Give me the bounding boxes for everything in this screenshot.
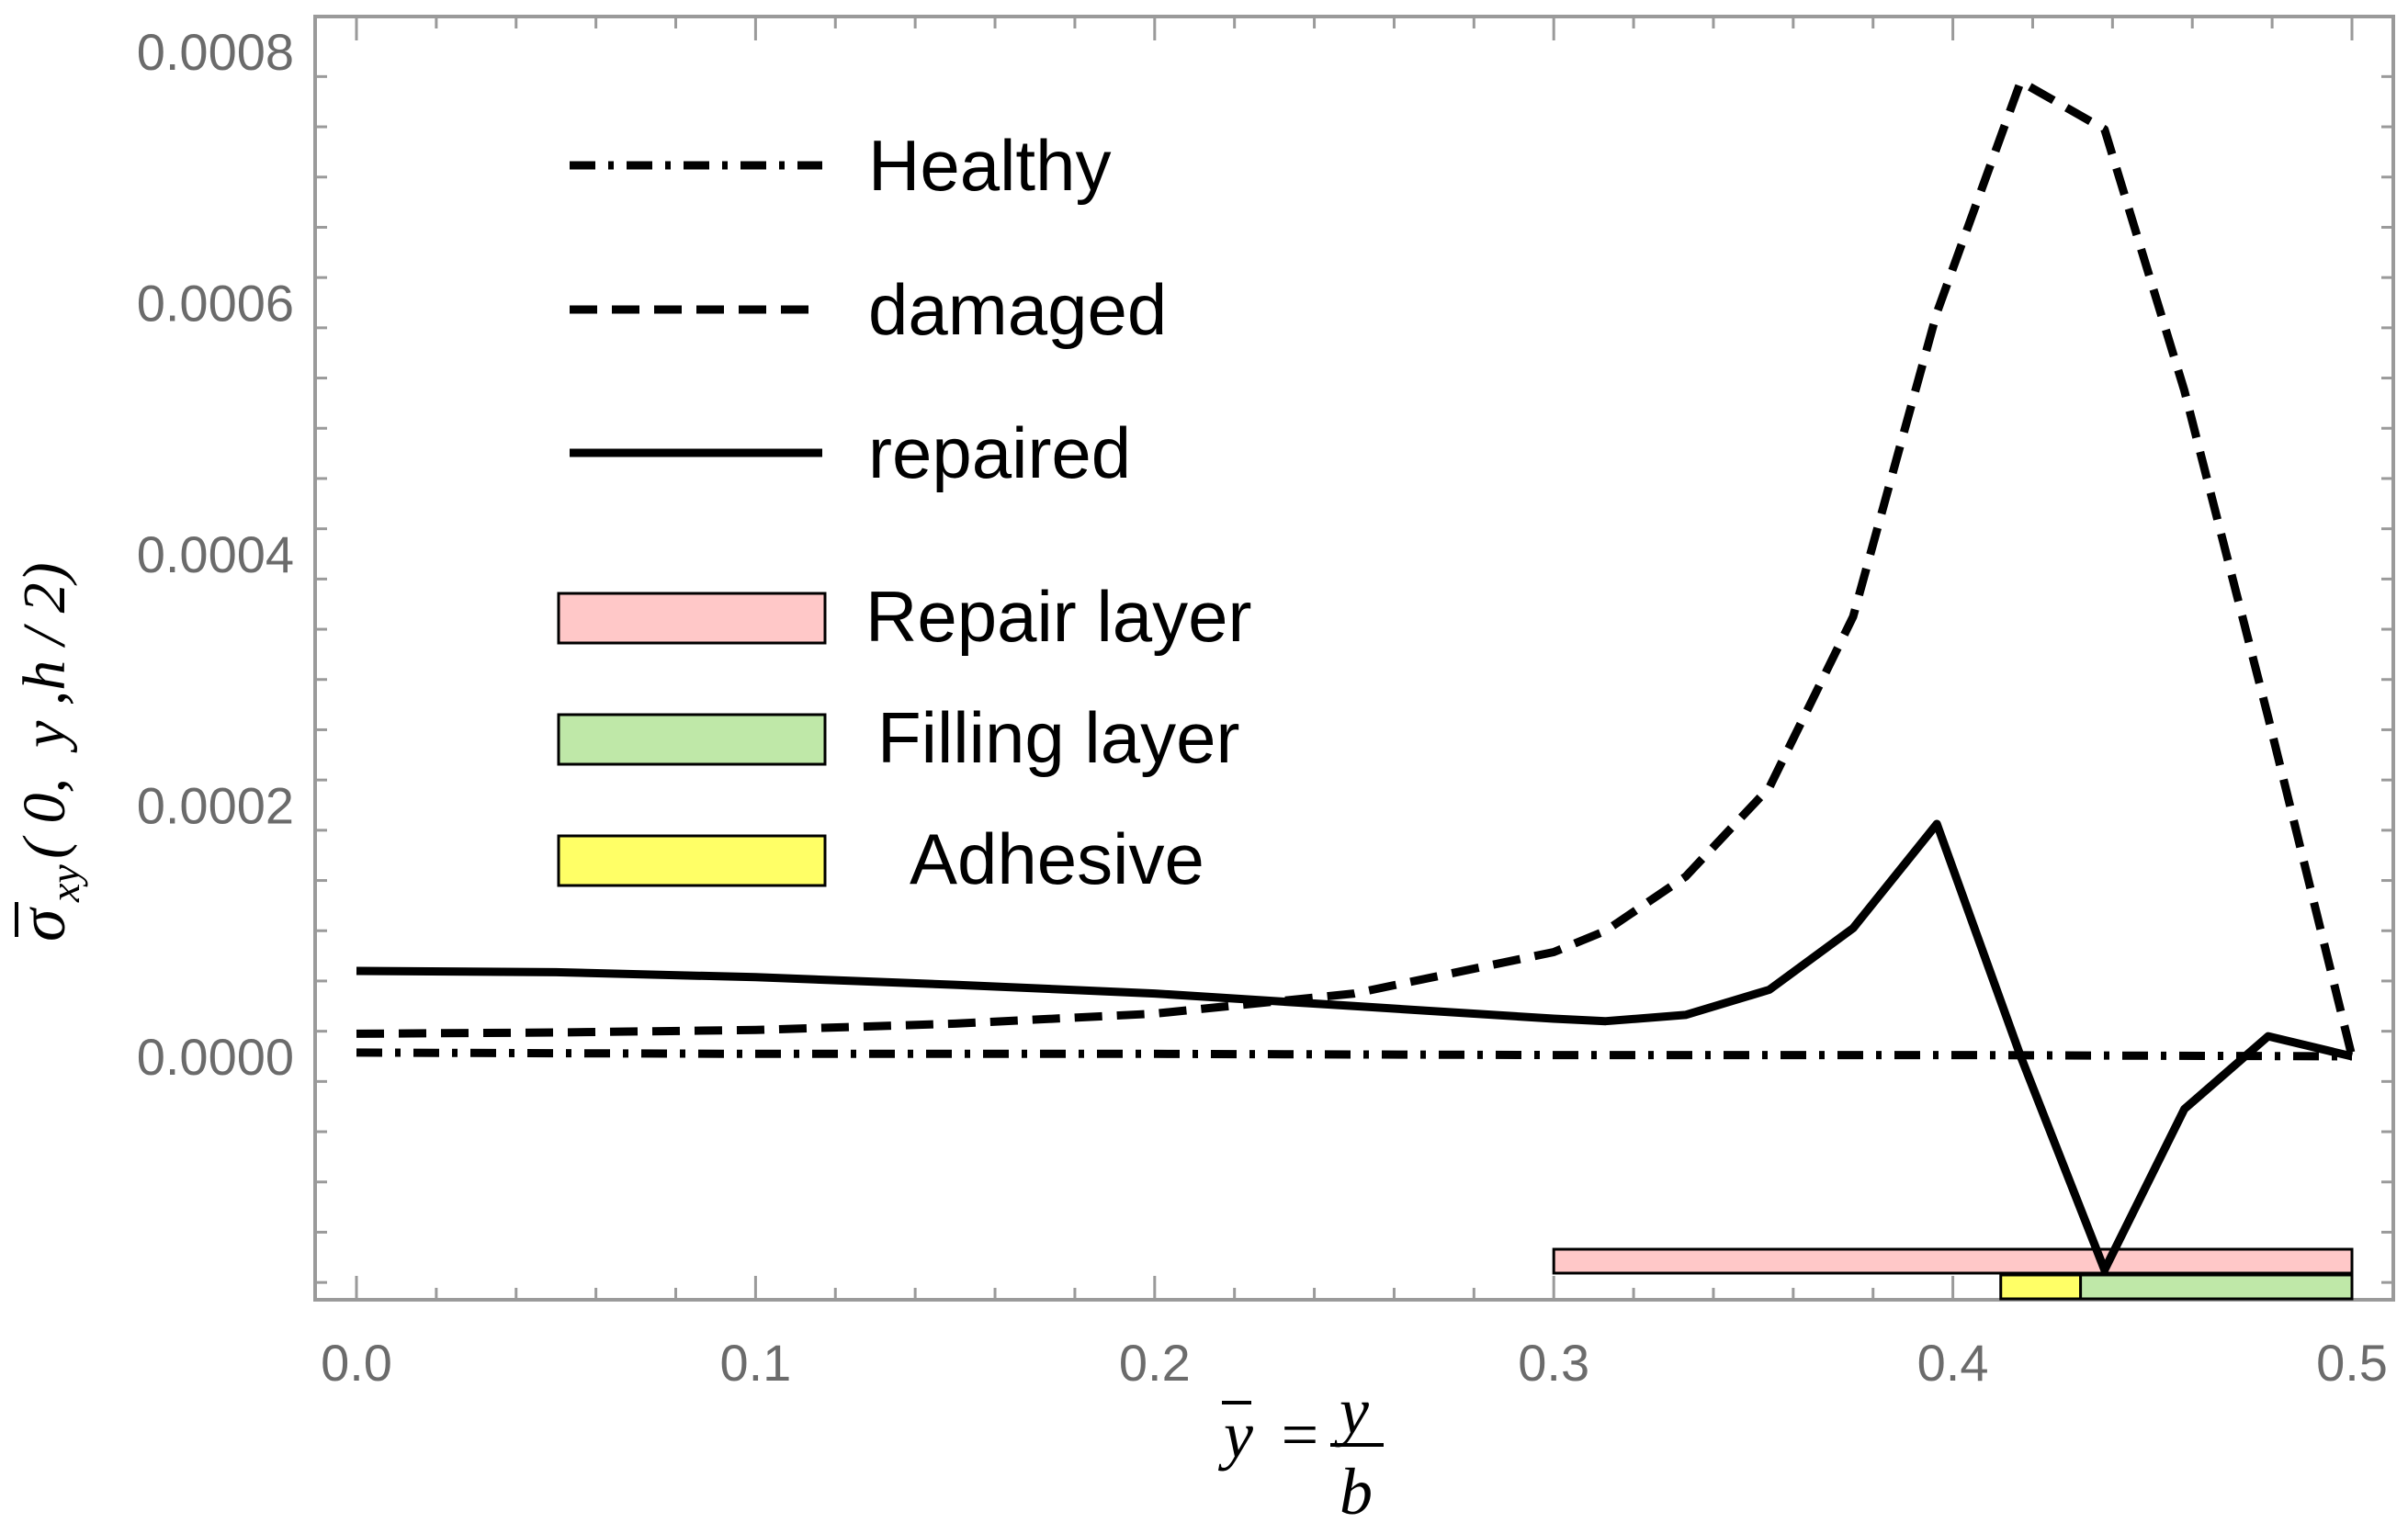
legend-label-damaged: damaged xyxy=(868,269,1167,350)
x-axis-label-lhs: y xyxy=(1217,1398,1253,1472)
legend-label-filling-layer: Filling layer xyxy=(877,697,1239,778)
layer-bar-repair-layer xyxy=(1552,1247,2354,1275)
y-axis-label-args: ( 0, y ,h / 2) xyxy=(11,562,78,859)
x-tick-label: 0.5 xyxy=(2316,1334,2388,1392)
y-tick-label: 0.0008 xyxy=(137,23,294,81)
y-tick-label: 0.0004 xyxy=(137,525,294,583)
series-line-repaired xyxy=(356,819,2354,1274)
data-series xyxy=(356,77,2357,1274)
plot-frame xyxy=(313,15,2395,1302)
y-axis-label: σ xy ( 0, y ,h / 2) xyxy=(6,562,88,942)
x-tick-label: 0.3 xyxy=(1518,1334,1589,1392)
x-axis-label-equals: = xyxy=(1277,1398,1322,1472)
series-line-healthy xyxy=(356,1048,2353,1061)
layer-bar-filling-layer xyxy=(2079,1273,2354,1301)
y-tick-label: 0.0000 xyxy=(137,1028,294,1086)
y-tick-label: 0.0006 xyxy=(137,275,294,333)
axis-tick-labels: 0.0 0.1 0.2 0.3 0.4 0.5 0.0000 0.0002 0.0004 0.00… xyxy=(137,23,2388,1392)
legend: Healthy damaged repaired Repair layer Fillin… xyxy=(557,125,1252,899)
layer-bar-adhesive xyxy=(1999,1273,2083,1301)
legend-label-repair-layer: Repair layer xyxy=(865,576,1252,657)
legend-patch-repair-layer xyxy=(557,592,827,645)
x-tick-label: 0.2 xyxy=(1119,1334,1191,1392)
x-axis-label: y = y b xyxy=(1217,1374,1384,1528)
legend-patch-filling-layer xyxy=(557,713,827,766)
y-tick-label: 0.0002 xyxy=(137,777,294,835)
legend-label-adhesive: Adhesive xyxy=(910,818,1204,899)
y-axis-label-sigma: σ xyxy=(6,907,79,942)
legend-patch-adhesive xyxy=(557,834,827,887)
axis-ticks xyxy=(315,17,2393,1300)
x-tick-label: 0.4 xyxy=(1917,1334,1989,1392)
legend-label-healthy: Healthy xyxy=(868,125,1111,206)
x-tick-label: 0.0 xyxy=(321,1334,392,1392)
x-axis-label-denominator: b xyxy=(1340,1455,1373,1528)
series-line-damaged xyxy=(356,77,2357,1058)
material-layers xyxy=(1552,1247,2354,1301)
y-axis-label-subscript: xy xyxy=(41,864,88,903)
x-axis-label-numerator: y xyxy=(1333,1374,1369,1448)
x-tick-label: 0.1 xyxy=(719,1334,791,1392)
legend-label-repaired: repaired xyxy=(868,412,1131,493)
